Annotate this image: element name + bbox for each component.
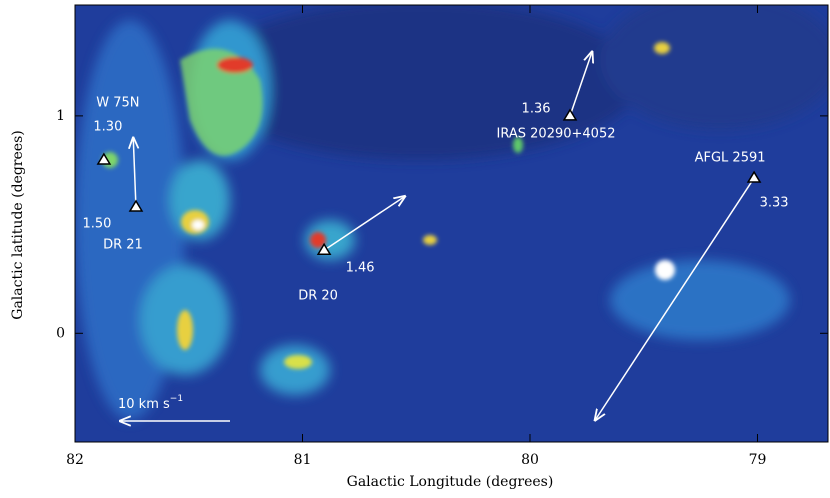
source-distance: 3.33 (760, 196, 789, 211)
source-marker (128, 199, 144, 212)
source-name: DR 21 (103, 237, 143, 252)
source-distance: 1.46 (346, 261, 375, 276)
source-name: W 75N (96, 96, 139, 111)
y-tick-label: 1 (56, 108, 65, 124)
plot-frame (74, 4, 829, 443)
motion-arrow (133, 138, 136, 208)
source-distance: 1.36 (522, 101, 551, 116)
x-tick-label: 81 (294, 452, 312, 468)
motion-arrow (323, 196, 405, 251)
source-distance: 1.50 (82, 216, 111, 231)
scale-label-sup: −1 (170, 394, 183, 404)
source-name: IRAS 20290+4052 (497, 126, 616, 141)
x-axis-label: Galactic Longitude (degrees) (347, 474, 554, 490)
source-name: DR 20 (298, 289, 338, 304)
motion-arrow (569, 52, 592, 117)
source-distance: 1.30 (93, 120, 122, 135)
source-marker (746, 170, 762, 183)
source-name: AFGL 2591 (695, 151, 766, 166)
scale-label-text: 10 km s (118, 397, 170, 412)
scale-label: 10 km s−1 (118, 394, 183, 412)
source-marker (316, 242, 332, 255)
source-marker (562, 108, 578, 121)
sky-image (75, 5, 828, 442)
y-axis-label: Galactic latitude (degrees) (10, 130, 26, 319)
x-tick-label: 82 (66, 452, 84, 468)
source-marker (96, 152, 112, 165)
x-tick-label: 79 (749, 452, 767, 468)
y-tick-label: 0 (56, 325, 65, 341)
x-tick-label: 80 (521, 452, 539, 468)
motion-arrow (595, 177, 755, 420)
